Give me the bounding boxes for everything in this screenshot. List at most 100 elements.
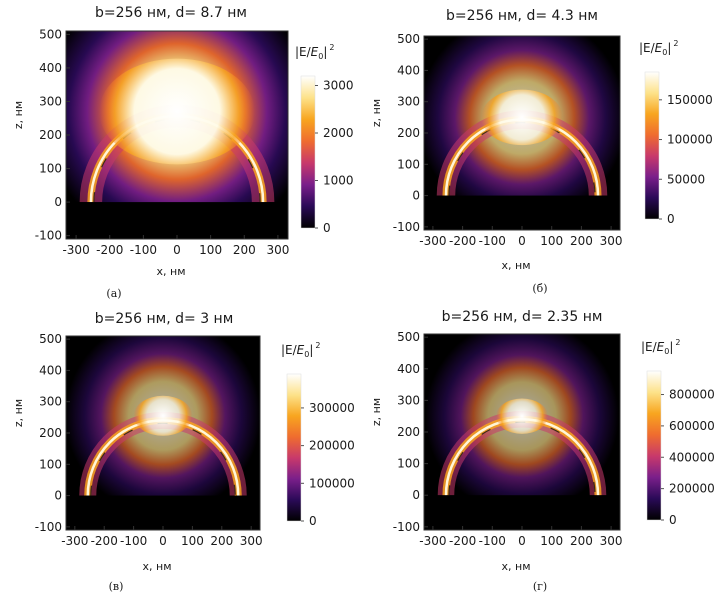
x-tick-label: 200 [570, 534, 593, 548]
y-tick-label: 100 [397, 457, 420, 471]
y-tick-label: -100 [35, 229, 62, 243]
substrate [424, 195, 620, 230]
x-axis-label: x, нм [502, 259, 531, 272]
y-tick-label: 200 [39, 426, 62, 440]
x-tick-label: -300 [61, 534, 88, 548]
x-tick-label: 300 [240, 534, 263, 548]
colorbar-label-sup: 2 [315, 341, 320, 350]
colorbar-label-prefix: |E/ [639, 41, 656, 55]
y-tick-label: 0 [54, 489, 62, 503]
x-tick-label: 100 [540, 234, 563, 248]
y-tick-label: 400 [397, 63, 420, 77]
x-tick-label: -100 [130, 243, 157, 257]
y-tick-label: -100 [393, 220, 420, 234]
x-tick-label: 0 [173, 243, 181, 257]
y-tick-label: 400 [39, 363, 62, 377]
colorbar-tick-label: 200000 [669, 482, 715, 496]
x-tick-label: 100 [199, 243, 222, 257]
y-tick-label: -100 [393, 520, 420, 534]
colorbar-label: |E/E0| 2 [641, 338, 681, 356]
y-axis-label: z, нм [370, 99, 383, 127]
y-tick-label: 500 [397, 32, 420, 46]
x-tick-label: -100 [479, 234, 506, 248]
colorbar-label-symbol: E [297, 343, 305, 357]
colorbar-tick-label: 100000 [667, 133, 713, 147]
panel-caption: (а) [106, 287, 121, 300]
heatmap-core [99, 58, 255, 165]
colorbar-label-prefix: |E/ [281, 343, 298, 357]
colorbar-tick-label: 1000 [323, 174, 354, 188]
colorbar-tick-label: 600000 [669, 419, 715, 433]
chart-panel-0: b=256 нм, d= 8.7 нм-300 -200 -100 0 100 200 30… [12, 5, 354, 300]
y-tick-label: 300 [397, 393, 420, 407]
chart-title: b=256 нм, d= 2.35 нм [442, 309, 603, 325]
colorbar-tick-label: 100000 [309, 476, 355, 490]
colorbar-label-sub: 0 [318, 52, 323, 61]
y-tick-label: 300 [39, 395, 62, 409]
colorbar-label-sub: 0 [304, 350, 309, 359]
y-axis-label: z, нм [370, 398, 383, 426]
colorbar [300, 75, 316, 229]
y-tick-label: 100 [397, 157, 420, 171]
heatmap-area [424, 334, 620, 530]
x-tick-label: 300 [266, 243, 289, 257]
y-tick-label: 500 [397, 330, 420, 344]
x-tick-label: 0 [518, 234, 526, 248]
panel-caption: (г) [533, 580, 547, 593]
x-tick-label: 0 [159, 534, 167, 548]
colorbar-label-suffix: | [323, 45, 327, 59]
colorbar-label: |E/E0| 2 [639, 39, 679, 57]
colorbar-label: |E/E0| 2 [295, 43, 335, 61]
chart-title: b=256 нм, d= 3 нм [95, 311, 234, 327]
y-tick-label: -100 [35, 520, 62, 534]
panel-caption: (б) [532, 282, 547, 295]
heatmap-area [66, 31, 288, 239]
x-tick-label: -200 [449, 534, 476, 548]
x-tick-label: 200 [210, 534, 233, 548]
colorbar-tick-label: 0 [667, 212, 675, 226]
colorbar-label-suffix: | [669, 340, 673, 354]
x-axis-label: x, нм [143, 560, 172, 573]
substrate [66, 495, 260, 530]
y-tick-label: 0 [54, 195, 62, 209]
x-tick-label: -200 [449, 234, 476, 248]
colorbar-label-sup: 2 [675, 338, 680, 347]
colorbar-label-symbol: E [657, 340, 665, 354]
colorbar-tick-label: 3000 [323, 79, 354, 93]
y-tick-label: 400 [39, 61, 62, 75]
heatmap-ring-line [93, 118, 261, 203]
colorbar-tick-label: 0 [323, 221, 331, 235]
y-tick-label: 200 [39, 128, 62, 142]
colorbar [646, 370, 662, 521]
x-tick-label: -300 [419, 534, 446, 548]
colorbar-label-suffix: | [309, 343, 313, 357]
colorbar [644, 71, 660, 220]
y-tick-label: 0 [412, 189, 420, 203]
colorbar-tick-label: 150000 [667, 93, 713, 107]
x-tick-label: -200 [91, 534, 118, 548]
y-tick-label: 400 [397, 362, 420, 376]
colorbar-label-sub: 0 [662, 48, 667, 57]
chart-panel-3: b=256 нм, d= 2.35 нм -300 -200 -100 0 100 200 3… [370, 309, 715, 593]
y-tick-label: 200 [397, 425, 420, 439]
y-tick-label: 100 [39, 162, 62, 176]
colorbar-tick-label: 400000 [669, 450, 715, 464]
y-axis-label: z, нм [12, 399, 25, 427]
substrate [424, 495, 620, 530]
colorbar-label-suffix: | [667, 41, 671, 55]
colorbar-tick-label: 300000 [309, 401, 355, 415]
colorbar-tick-label: 0 [309, 514, 317, 528]
y-tick-label: 100 [39, 457, 62, 471]
y-tick-label: 200 [397, 126, 420, 140]
x-tick-label: -200 [96, 243, 123, 257]
colorbar-tick-label: 2000 [323, 126, 354, 140]
colorbar-label-symbol: E [655, 41, 663, 55]
y-tick-label: 500 [39, 332, 62, 346]
heatmap-core [496, 398, 548, 434]
substrate [66, 202, 288, 239]
heatmap-core [133, 395, 193, 436]
colorbar-label-prefix: |E/ [641, 340, 658, 354]
colorbar-label-prefix: |E/ [295, 45, 312, 59]
x-tick-label: 0 [518, 534, 526, 548]
x-tick-label: 100 [540, 534, 563, 548]
